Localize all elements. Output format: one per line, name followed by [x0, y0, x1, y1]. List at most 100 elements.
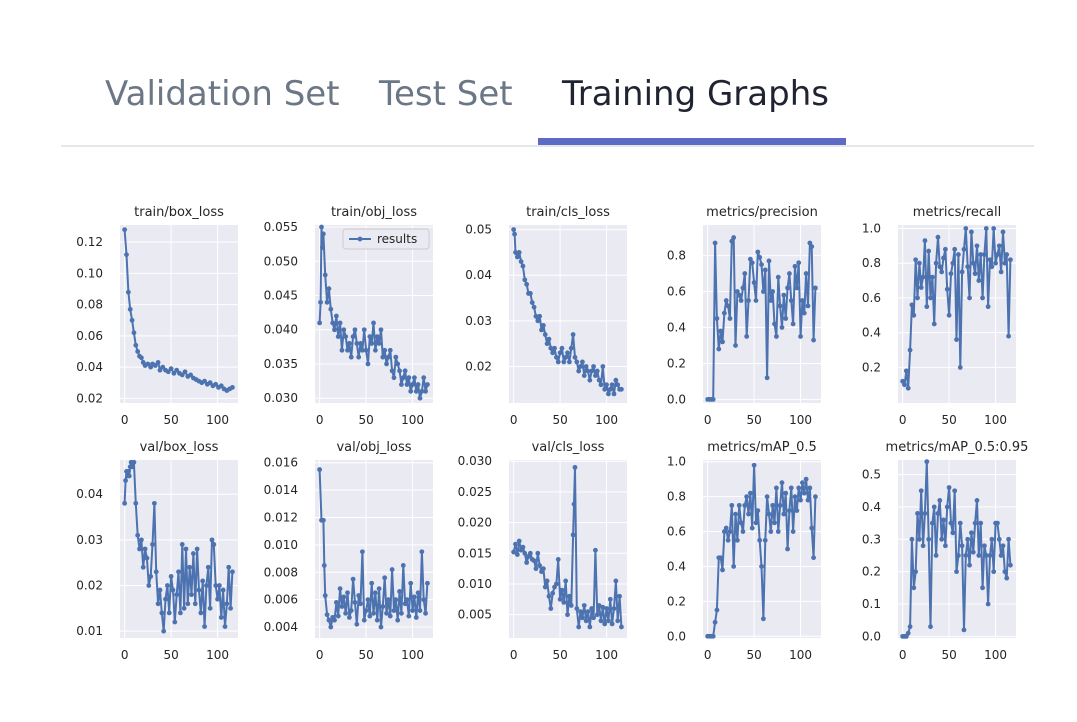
y-tick-label: 0.02 — [76, 391, 103, 405]
data-point — [982, 252, 987, 257]
x-tick-label: 0 — [121, 413, 129, 427]
data-point — [996, 243, 1002, 249]
data-point — [801, 310, 807, 316]
data-point — [125, 469, 131, 474]
y-tick-label: 0.0 — [667, 629, 686, 643]
data-point — [215, 596, 220, 602]
y-tick-label: 0.5 — [862, 468, 881, 482]
data-point — [382, 347, 388, 353]
data-point — [598, 618, 604, 624]
data-point — [359, 549, 365, 555]
data-point — [341, 327, 347, 333]
data-point — [386, 354, 391, 360]
data-point — [542, 332, 548, 337]
data-point — [397, 589, 402, 594]
tab-test-set[interactable]: Test Set — [379, 74, 513, 114]
data-point — [998, 269, 1004, 275]
data-point — [218, 383, 224, 389]
data-point — [783, 316, 789, 321]
data-point — [922, 511, 928, 516]
data-point — [333, 313, 339, 319]
data-point — [929, 274, 935, 280]
data-point — [995, 520, 1000, 526]
data-point — [369, 341, 375, 346]
data-point — [738, 520, 744, 526]
data-point — [358, 341, 363, 346]
data-point — [991, 569, 997, 575]
y-tick-label: 0.2 — [862, 360, 881, 374]
plot-area — [120, 225, 238, 403]
data-point — [129, 317, 135, 323]
data-point — [230, 384, 235, 390]
chart-train-box-loss: 0.02 0.04 0.06 0.08 0.10 0.12 0 50 100 train/box_… — [76, 205, 238, 427]
data-point — [343, 334, 349, 339]
data-point — [785, 285, 790, 291]
data-point — [585, 368, 591, 374]
data-point — [946, 485, 952, 490]
data-point — [378, 624, 384, 630]
data-point — [587, 624, 593, 630]
data-point — [561, 600, 567, 605]
data-point — [615, 618, 621, 624]
data-point — [787, 508, 792, 514]
x-tick-label: 0 — [316, 648, 324, 662]
data-point — [734, 289, 740, 294]
data-point — [399, 382, 404, 387]
data-point — [397, 368, 402, 374]
data-point — [768, 529, 774, 534]
data-point — [580, 615, 585, 621]
data-point — [746, 298, 751, 303]
x-tick-label: 50 — [941, 413, 956, 427]
y-tick-label: 0.4 — [862, 326, 881, 340]
data-point — [598, 382, 604, 388]
data-point — [317, 467, 323, 472]
data-point — [753, 520, 759, 526]
data-point — [607, 386, 613, 392]
data-point — [928, 624, 933, 630]
data-point — [363, 608, 369, 614]
data-point — [346, 615, 352, 620]
data-point — [389, 567, 395, 572]
data-point — [604, 606, 609, 611]
data-point — [542, 584, 548, 590]
data-point — [942, 246, 948, 252]
data-point — [924, 459, 930, 465]
data-point — [755, 249, 761, 255]
data-point — [174, 592, 180, 598]
chart-val-box-loss: 0.01 0.02 0.03 0.04 0 50 100 val/box_loss — [76, 440, 238, 662]
data-point — [957, 520, 963, 526]
data-point — [511, 549, 517, 555]
chart-val-cls-loss: 0.005 0.010 0.015 0.020 0.025 0.030 0 50 100 val/… — [458, 440, 627, 662]
active-tab-indicator — [538, 138, 846, 145]
data-point — [382, 575, 388, 581]
chart-train-cls-loss: 0.02 0.03 0.04 0.05 0 50 100 train/cls_loss — [465, 205, 627, 427]
data-point — [606, 618, 611, 624]
data-point — [322, 593, 328, 598]
y-tick-label: 0.4 — [667, 320, 686, 334]
data-point — [408, 580, 414, 586]
tab-validation-set[interactable]: Validation Set — [105, 74, 340, 114]
data-point — [803, 476, 809, 482]
data-point — [915, 295, 920, 301]
y-tick-label: 0.8 — [667, 490, 686, 504]
x-tick-label: 0 — [704, 648, 712, 662]
data-point — [1000, 229, 1006, 235]
data-point — [619, 624, 624, 630]
tab-bar: Validation Set Test Set Training Graphs — [61, 50, 1034, 147]
data-point — [406, 375, 412, 381]
data-point — [803, 271, 809, 276]
data-point — [781, 292, 787, 298]
data-point — [587, 377, 593, 383]
tab-training-graphs[interactable]: Training Graphs — [562, 74, 829, 114]
data-point — [811, 555, 816, 561]
data-point — [185, 601, 191, 607]
data-point — [335, 613, 341, 619]
x-tick-label: 50 — [746, 413, 761, 427]
data-point — [171, 370, 177, 376]
data-point — [734, 537, 740, 543]
x-tick-label: 50 — [358, 413, 373, 427]
data-point — [346, 341, 352, 346]
data-point — [813, 494, 818, 500]
data-point — [400, 563, 406, 568]
data-point — [593, 547, 598, 553]
